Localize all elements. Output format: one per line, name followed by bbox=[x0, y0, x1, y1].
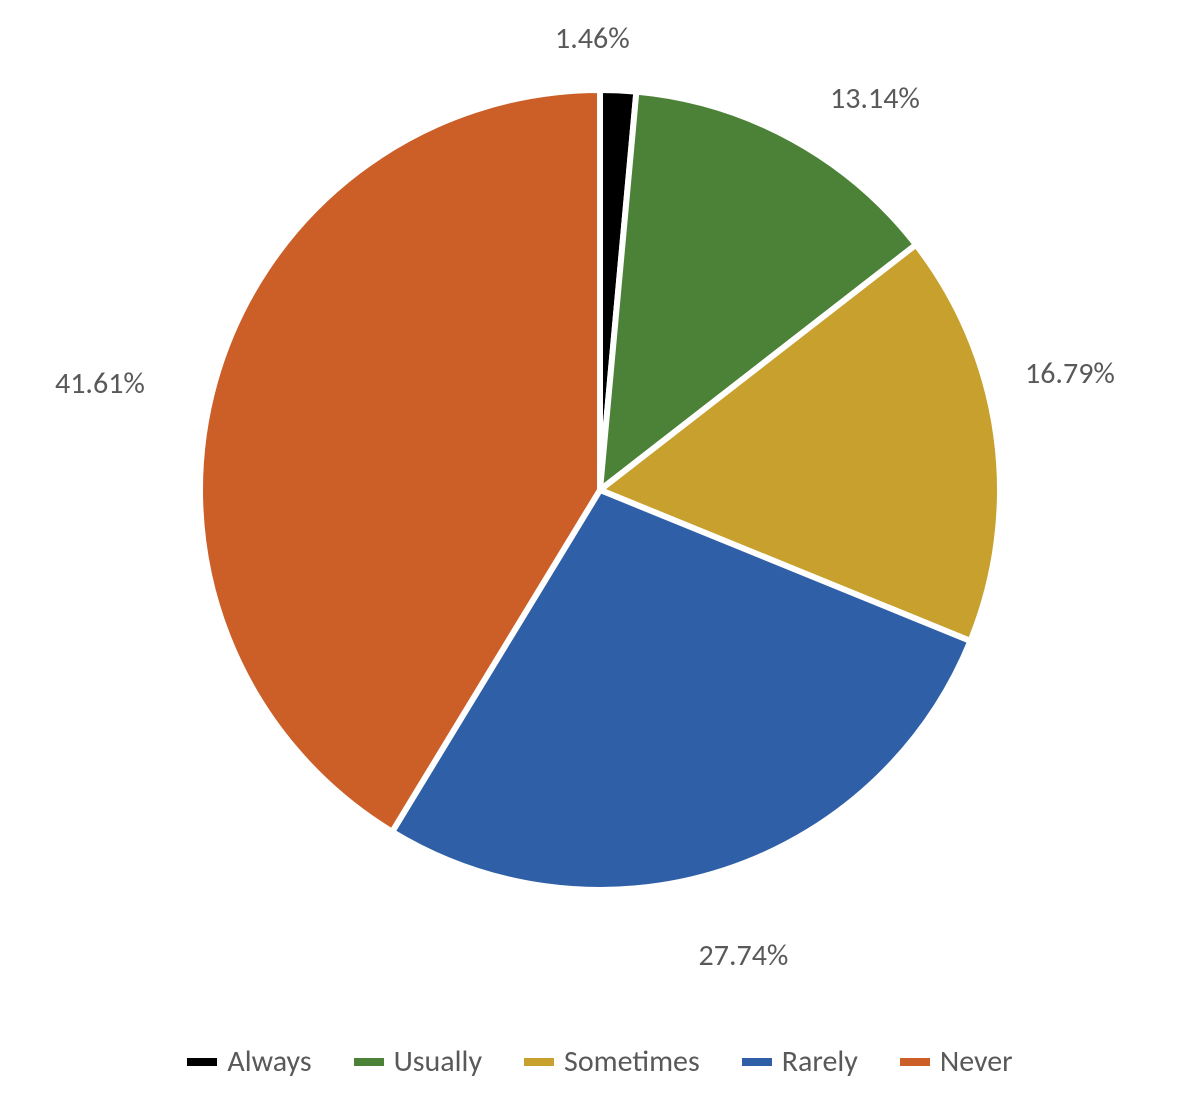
legend-label: Rarely bbox=[782, 1043, 858, 1080]
pie-label-sometimes: 16.79% bbox=[1025, 355, 1115, 392]
legend-swatch-never bbox=[900, 1058, 930, 1066]
legend-label: Always bbox=[227, 1043, 311, 1080]
legend-label: Never bbox=[940, 1043, 1013, 1080]
pie-chart-container: 1.46% 13.14% 16.79% 27.74% 41.61% Always Usua… bbox=[0, 0, 1200, 1108]
legend-item-always: Always bbox=[187, 1043, 311, 1080]
legend: Always Usually Sometimes Rarely Never bbox=[0, 1043, 1200, 1080]
pie-chart-svg bbox=[0, 0, 1200, 1108]
legend-item-rarely: Rarely bbox=[742, 1043, 858, 1080]
legend-swatch-always bbox=[187, 1058, 217, 1066]
pie-label-usually: 13.14% bbox=[830, 80, 920, 117]
legend-swatch-sometimes bbox=[524, 1058, 554, 1066]
legend-label: Usually bbox=[394, 1043, 482, 1080]
legend-swatch-usually bbox=[354, 1058, 384, 1066]
pie-label-never: 41.61% bbox=[55, 365, 145, 402]
legend-label: Sometimes bbox=[564, 1043, 700, 1080]
legend-swatch-rarely bbox=[742, 1058, 772, 1066]
pie-label-rarely: 27.74% bbox=[699, 937, 789, 974]
legend-item-never: Never bbox=[900, 1043, 1013, 1080]
legend-item-usually: Usually bbox=[354, 1043, 482, 1080]
pie-label-always: 1.46% bbox=[555, 20, 630, 57]
legend-item-sometimes: Sometimes bbox=[524, 1043, 700, 1080]
